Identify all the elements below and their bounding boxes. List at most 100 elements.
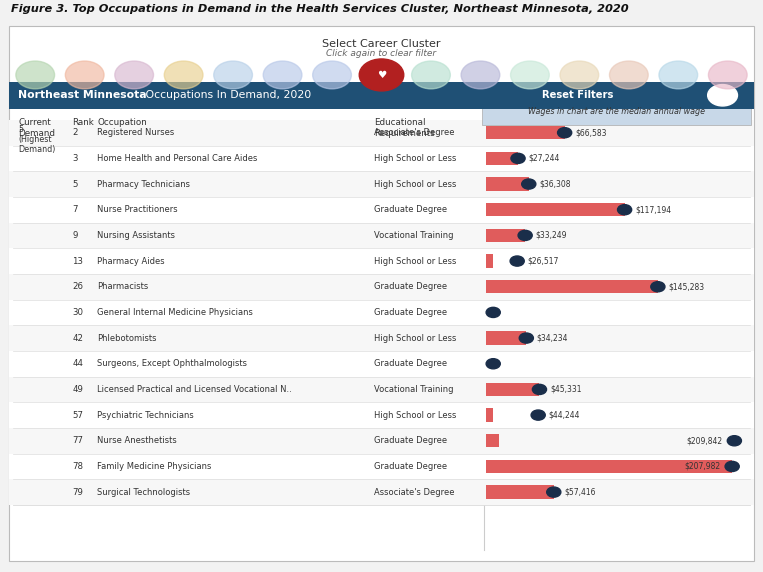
Text: Pharmacy Technicians: Pharmacy Technicians <box>97 180 190 189</box>
FancyBboxPatch shape <box>486 434 499 447</box>
FancyBboxPatch shape <box>486 203 625 216</box>
FancyBboxPatch shape <box>9 82 754 109</box>
Circle shape <box>461 61 500 89</box>
Circle shape <box>547 487 561 497</box>
Text: 30: 30 <box>72 308 83 317</box>
Text: Registered Nurses: Registered Nurses <box>97 128 174 137</box>
FancyBboxPatch shape <box>9 325 754 351</box>
Circle shape <box>659 61 697 89</box>
Text: High School or Less: High School or Less <box>374 333 456 343</box>
Text: $36,308: $36,308 <box>539 180 571 189</box>
Text: $34,234: $34,234 <box>536 333 568 343</box>
Text: 13: 13 <box>72 257 83 265</box>
Circle shape <box>518 231 533 240</box>
Text: Graduate Degree: Graduate Degree <box>374 462 447 471</box>
FancyBboxPatch shape <box>9 26 754 561</box>
FancyBboxPatch shape <box>486 255 493 268</box>
Text: $145,283: $145,283 <box>668 282 704 291</box>
Text: Figure 3. Top Occupations in Demand in the Health Services Cluster, Northeast Mi: Figure 3. Top Occupations in Demand in t… <box>11 4 629 14</box>
Text: Vocational Training: Vocational Training <box>374 231 453 240</box>
Circle shape <box>520 333 533 343</box>
Text: ♥: ♥ <box>377 70 386 80</box>
Text: $117,194: $117,194 <box>635 205 671 214</box>
Circle shape <box>164 61 203 89</box>
Text: 5: 5 <box>72 180 78 189</box>
Circle shape <box>263 61 302 89</box>
Circle shape <box>533 384 546 395</box>
Circle shape <box>725 462 739 471</box>
Circle shape <box>510 256 524 266</box>
Text: Select Career Cluster: Select Career Cluster <box>322 39 441 49</box>
Circle shape <box>651 281 665 292</box>
Text: Click again to clear filter: Click again to clear filter <box>327 49 436 58</box>
FancyBboxPatch shape <box>9 248 754 274</box>
Text: High School or Less: High School or Less <box>374 154 456 163</box>
FancyBboxPatch shape <box>9 120 754 145</box>
Circle shape <box>522 179 536 189</box>
Text: Associate's Degree: Associate's Degree <box>374 487 455 496</box>
Text: $57,416: $57,416 <box>564 487 596 496</box>
Text: Graduate Degree: Graduate Degree <box>374 359 447 368</box>
FancyBboxPatch shape <box>486 229 525 242</box>
Text: Associate's Degree: Associate's Degree <box>374 128 455 137</box>
Text: 3: 3 <box>72 154 78 163</box>
FancyBboxPatch shape <box>486 152 518 165</box>
Circle shape <box>16 61 55 89</box>
Text: Graduate Degree: Graduate Degree <box>374 282 447 291</box>
Text: Nurse Practitioners: Nurse Practitioners <box>97 205 178 214</box>
FancyBboxPatch shape <box>486 331 526 345</box>
Text: High School or Less: High School or Less <box>374 180 456 189</box>
Text: 9: 9 <box>72 231 78 240</box>
FancyBboxPatch shape <box>486 280 658 293</box>
Circle shape <box>359 59 404 91</box>
Text: Vocational Training: Vocational Training <box>374 385 453 394</box>
Text: Pharmacists: Pharmacists <box>97 282 148 291</box>
FancyBboxPatch shape <box>9 402 754 428</box>
Text: $207,982: $207,982 <box>684 462 720 471</box>
Text: $44,244: $44,244 <box>549 411 580 420</box>
Circle shape <box>511 153 525 164</box>
Circle shape <box>486 359 501 369</box>
Text: Home Health and Personal Care Aides: Home Health and Personal Care Aides <box>97 154 257 163</box>
Text: Nurse Anesthetists: Nurse Anesthetists <box>97 436 177 445</box>
Text: 5
(Highest
Demand): 5 (Highest Demand) <box>18 125 56 154</box>
FancyBboxPatch shape <box>9 479 754 505</box>
Text: Occupations In Demand, 2020: Occupations In Demand, 2020 <box>142 90 311 100</box>
Circle shape <box>313 61 352 89</box>
FancyBboxPatch shape <box>486 460 732 473</box>
Text: 79: 79 <box>72 487 83 496</box>
Text: Educational
Requirements: Educational Requirements <box>374 118 435 138</box>
FancyBboxPatch shape <box>482 99 751 125</box>
Circle shape <box>610 61 649 89</box>
Text: $66,583: $66,583 <box>575 128 607 137</box>
FancyBboxPatch shape <box>9 197 754 223</box>
Text: Family Medicine Physicians: Family Medicine Physicians <box>97 462 211 471</box>
Circle shape <box>531 410 546 420</box>
Text: 42: 42 <box>72 333 83 343</box>
Text: 78: 78 <box>72 462 83 471</box>
Text: 57: 57 <box>72 411 83 420</box>
FancyBboxPatch shape <box>9 171 754 197</box>
Text: 26: 26 <box>72 282 83 291</box>
FancyBboxPatch shape <box>9 351 754 376</box>
Circle shape <box>411 61 450 89</box>
Circle shape <box>617 205 632 215</box>
Circle shape <box>727 436 742 446</box>
FancyBboxPatch shape <box>9 376 754 402</box>
FancyBboxPatch shape <box>9 274 754 300</box>
Text: 7: 7 <box>72 205 78 214</box>
Text: Northeast Minnesota: Northeast Minnesota <box>18 90 146 100</box>
FancyBboxPatch shape <box>486 177 529 190</box>
Text: Surgical Technologists: Surgical Technologists <box>97 487 190 496</box>
FancyBboxPatch shape <box>486 486 554 499</box>
FancyBboxPatch shape <box>9 454 754 479</box>
Text: Graduate Degree: Graduate Degree <box>374 308 447 317</box>
FancyBboxPatch shape <box>9 145 754 171</box>
Text: $26,517: $26,517 <box>527 257 559 265</box>
Text: Licensed Practical and Licensed Vocational N..: Licensed Practical and Licensed Vocation… <box>97 385 291 394</box>
Text: Graduate Degree: Graduate Degree <box>374 436 447 445</box>
Text: 2: 2 <box>72 128 78 137</box>
Text: Phlebotomists: Phlebotomists <box>97 333 156 343</box>
Text: 77: 77 <box>72 436 83 445</box>
Text: General Internal Medicine Physicians: General Internal Medicine Physicians <box>97 308 253 317</box>
